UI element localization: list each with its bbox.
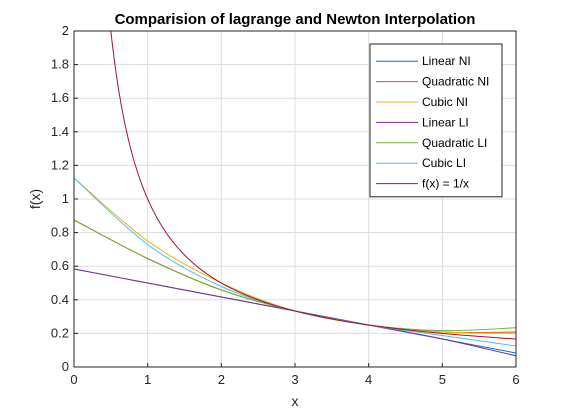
legend-label: Cubic NI bbox=[422, 95, 468, 109]
y-tick-label: 1.4 bbox=[51, 124, 69, 139]
x-tick-label: 6 bbox=[512, 372, 519, 387]
x-tick-label: 1 bbox=[144, 372, 151, 387]
x-tick-label: 3 bbox=[291, 372, 298, 387]
y-tick-label: 1 bbox=[62, 191, 69, 206]
x-tick-label: 4 bbox=[365, 372, 372, 387]
legend-label: Linear NI bbox=[422, 54, 471, 68]
y-axis-label: f(x) bbox=[27, 189, 43, 209]
legend-label: Quadratic NI bbox=[422, 75, 489, 89]
y-tick-label: 1.2 bbox=[51, 157, 69, 172]
legend: Linear NI Quadratic NI Cubic NI Linear LI Qu… bbox=[370, 44, 502, 197]
x-tick-label: 2 bbox=[218, 372, 225, 387]
y-tick-label: 1.8 bbox=[51, 57, 69, 72]
x-tick-label: 0 bbox=[70, 372, 77, 387]
y-tick-label: 1.6 bbox=[51, 90, 69, 105]
legend-label: Cubic LI bbox=[422, 156, 466, 170]
y-tick-label: 0.4 bbox=[51, 292, 69, 307]
legend-label: Quadratic LI bbox=[422, 136, 487, 150]
legend-label: Linear LI bbox=[422, 115, 469, 129]
y-tick-label: 0.6 bbox=[51, 258, 69, 273]
x-axis-label: x bbox=[292, 393, 299, 409]
y-tick-label: 0.8 bbox=[51, 225, 69, 240]
legend-label: f(x) = 1/x bbox=[422, 177, 469, 191]
chart-title: Comparision of lagrange and Newton Inter… bbox=[115, 11, 476, 28]
y-tick-label: 0 bbox=[62, 359, 69, 374]
y-tick-label: 0.2 bbox=[51, 325, 69, 340]
y-tick-label: 2 bbox=[62, 23, 69, 38]
x-tick-label: 5 bbox=[439, 372, 446, 387]
